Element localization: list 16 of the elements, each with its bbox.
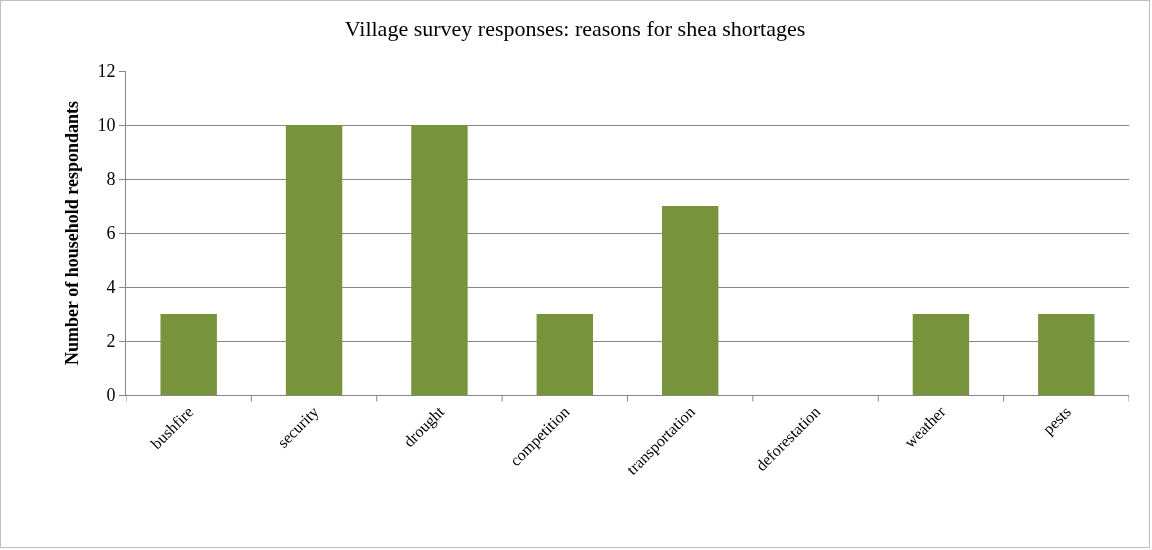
y-tick-label: 6 [106,223,116,244]
bar [411,125,468,395]
y-tick-label: 8 [106,169,116,190]
bar [536,314,594,395]
bar [285,125,343,395]
bar [1038,314,1095,395]
y-tick-label: 12 [97,61,116,82]
y-tick-label: 10 [97,115,116,136]
bar [661,206,719,395]
chart-title: Village survey responses: reasons for shea shortages [344,16,806,41]
y-tick-label: 4 [106,277,116,298]
y-axis-title: Number of household respondants [61,101,82,365]
y-tick-label: 2 [106,331,116,352]
y-tick-label: 0 [106,385,116,406]
bar [160,314,217,395]
bar [912,314,970,395]
